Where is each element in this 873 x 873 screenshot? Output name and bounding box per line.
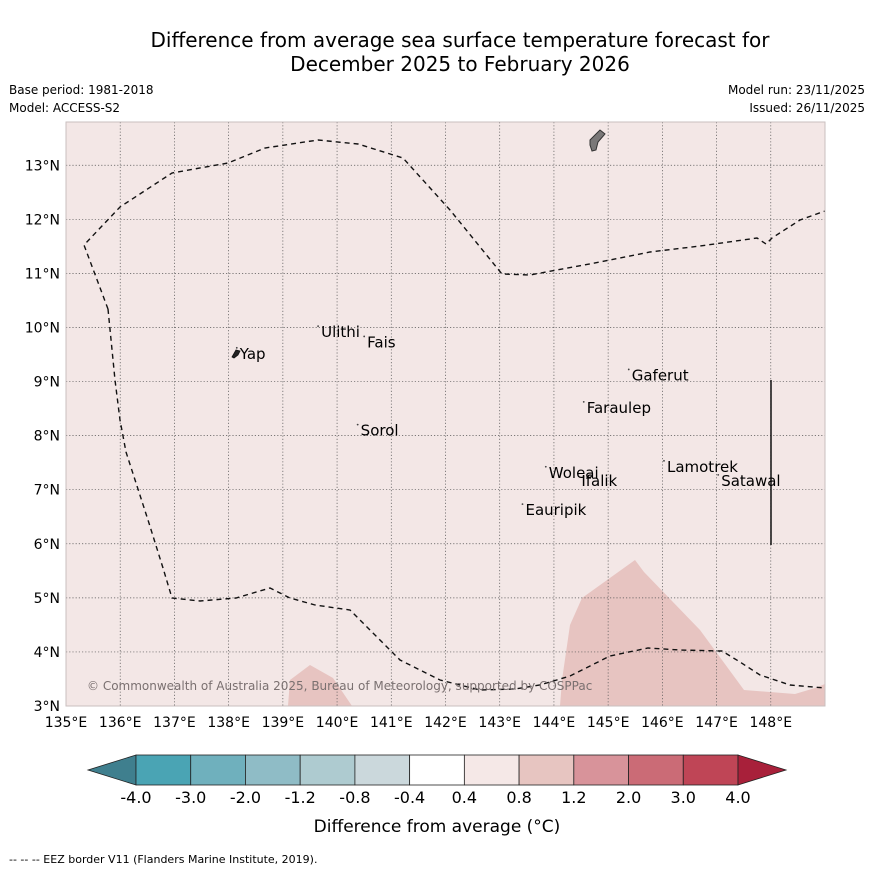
colorbar-segment bbox=[135, 754, 192, 786]
place-marker bbox=[544, 465, 547, 468]
meta-left: Base period: 1981-2018 Model: ACCESS-S2 bbox=[9, 81, 154, 117]
warm-anomaly-patch-east bbox=[560, 560, 825, 706]
lat-tick-label: 9°N bbox=[34, 375, 60, 391]
latitude-tick-labels: 3°N 4°N 5°N 6°N 7°N 8°N 9°N 10°N 11°N 12°N 13°N bbox=[25, 158, 60, 715]
lon-tick-label: 141°E bbox=[370, 715, 413, 731]
place-marker bbox=[363, 335, 366, 338]
lon-tick-label: 147°E bbox=[695, 715, 738, 731]
lon-tick-label: 143°E bbox=[478, 715, 521, 731]
place-marker bbox=[317, 325, 319, 328]
place-labels: Yap Ulithi Fais Gaferut Faraulep Sorol Lamotre… bbox=[235, 323, 781, 519]
lat-tick-label: 10°N bbox=[25, 320, 60, 336]
place-marker bbox=[582, 400, 585, 403]
colorbar-segment bbox=[518, 754, 575, 786]
lon-tick-label: 137°E bbox=[153, 715, 196, 731]
title-line-2: December 2025 to February 2026 bbox=[290, 52, 630, 76]
meta-right: Model run: 23/11/2025 Issued: 26/11/2025 bbox=[728, 81, 865, 117]
colorbar-tick-label: 0.4 bbox=[452, 788, 477, 807]
eez-border bbox=[83, 139, 825, 310]
colorbar-tick-label: 0.8 bbox=[506, 788, 531, 807]
colorbar-tick-label: -0.8 bbox=[339, 788, 370, 807]
place-label: Lamotrek bbox=[667, 458, 738, 476]
lat-tick-label: 4°N bbox=[34, 645, 60, 661]
lat-tick-label: 6°N bbox=[34, 537, 60, 553]
map-frame bbox=[65, 121, 826, 707]
colorbar-segment bbox=[299, 754, 356, 786]
colorbar-extend-high bbox=[737, 754, 788, 786]
place-marker bbox=[663, 459, 665, 462]
lat-tick-label: 5°N bbox=[34, 591, 60, 607]
colorbar-label: Difference from average (°C) bbox=[314, 817, 561, 837]
colorbar-segment bbox=[463, 754, 520, 786]
colorbar-tick-label: -2.0 bbox=[230, 788, 261, 807]
lon-tick-label: 148°E bbox=[749, 715, 792, 731]
colorbar-segment bbox=[354, 754, 411, 786]
colorbar-extend-low bbox=[86, 754, 137, 786]
place-marker bbox=[356, 423, 359, 426]
yap-island bbox=[231, 349, 241, 359]
copyright-text: © Commonwealth of Australia 2025, Bureau… bbox=[87, 679, 592, 693]
colorbar-segment bbox=[628, 754, 684, 786]
lon-tick-label: 136°E bbox=[99, 715, 142, 731]
place-label: Satawal bbox=[721, 472, 780, 490]
lon-tick-label: 139°E bbox=[262, 715, 305, 731]
lon-tick-label: 140°E bbox=[316, 715, 359, 731]
base-period: Base period: 1981-2018 bbox=[9, 83, 154, 97]
colorbar bbox=[86, 754, 788, 786]
place-marker bbox=[627, 368, 630, 371]
issued-date: Issued: 26/11/2025 bbox=[749, 101, 865, 115]
title-line-1: Difference from average sea surface temp… bbox=[150, 28, 770, 52]
eez-legend-footnote: -- -- -- EEZ border V11 (Flanders Marine… bbox=[9, 853, 318, 866]
place-label: Fais bbox=[367, 333, 396, 351]
place-label: Gaferut bbox=[632, 366, 689, 384]
lon-tick-label: 138°E bbox=[207, 715, 250, 731]
place-label: Ulithi bbox=[321, 323, 360, 341]
place-marker bbox=[577, 473, 580, 476]
colorbar-tick-label: 2.0 bbox=[616, 788, 641, 807]
colorbar-segment bbox=[190, 754, 246, 786]
colorbar-segment bbox=[245, 754, 301, 786]
eez-border-west bbox=[107, 308, 825, 691]
place-label: Eauripik bbox=[525, 501, 586, 519]
colorbar-tick-label: -4.0 bbox=[120, 788, 151, 807]
model-name: Model: ACCESS-S2 bbox=[9, 101, 121, 115]
place-label: Ifalik bbox=[581, 472, 617, 490]
lat-tick-label: 8°N bbox=[34, 429, 60, 445]
colorbar-tick-label: -1.2 bbox=[285, 788, 316, 807]
colorbar-segment bbox=[682, 754, 739, 786]
guam-island bbox=[589, 129, 606, 152]
colorbar-tick-label: 4.0 bbox=[725, 788, 750, 807]
place-marker bbox=[521, 503, 524, 505]
lon-tick-label: 142°E bbox=[424, 715, 467, 731]
place-label: Faraulep bbox=[587, 399, 651, 417]
place-label: Woleai bbox=[549, 464, 599, 482]
lon-tick-label: 144°E bbox=[533, 715, 576, 731]
colorbar-segment bbox=[573, 754, 629, 786]
colorbar-tick-label: 3.0 bbox=[671, 788, 696, 807]
lon-tick-label: 135°E bbox=[45, 715, 88, 731]
colorbar-segment bbox=[409, 754, 465, 786]
model-run: Model run: 23/11/2025 bbox=[727, 83, 865, 97]
lon-tick-label: 145°E bbox=[587, 715, 630, 731]
place-marker bbox=[717, 473, 720, 476]
colorbar-tick-label: -3.0 bbox=[175, 788, 206, 807]
place-label: Sorol bbox=[361, 422, 399, 440]
lat-tick-label: 7°N bbox=[34, 483, 60, 499]
colorbar-tick-labels: -4.0 -3.0 -2.0 -1.2 -0.8 -0.4 0.4 0.8 1.2 2.0 3.0 4… bbox=[120, 788, 750, 807]
lon-tick-label: 146°E bbox=[641, 715, 684, 731]
place-label: Yap bbox=[239, 345, 266, 363]
lat-tick-label: 12°N bbox=[25, 212, 60, 228]
lat-tick-label: 11°N bbox=[25, 266, 60, 282]
longitude-tick-labels: 135°E 136°E 137°E 138°E 139°E 140°E 141°E 142°E… bbox=[45, 715, 792, 731]
colorbar-tick-label: 1.2 bbox=[561, 788, 586, 807]
chart-title: Difference from average sea surface temp… bbox=[40, 28, 873, 76]
lat-tick-label: 3°N bbox=[34, 699, 60, 715]
warm-anomaly-patch-west bbox=[288, 665, 352, 706]
place-marker bbox=[235, 346, 238, 349]
lat-tick-label: 13°N bbox=[25, 158, 60, 174]
colorbar-tick-label: -0.4 bbox=[394, 788, 425, 807]
